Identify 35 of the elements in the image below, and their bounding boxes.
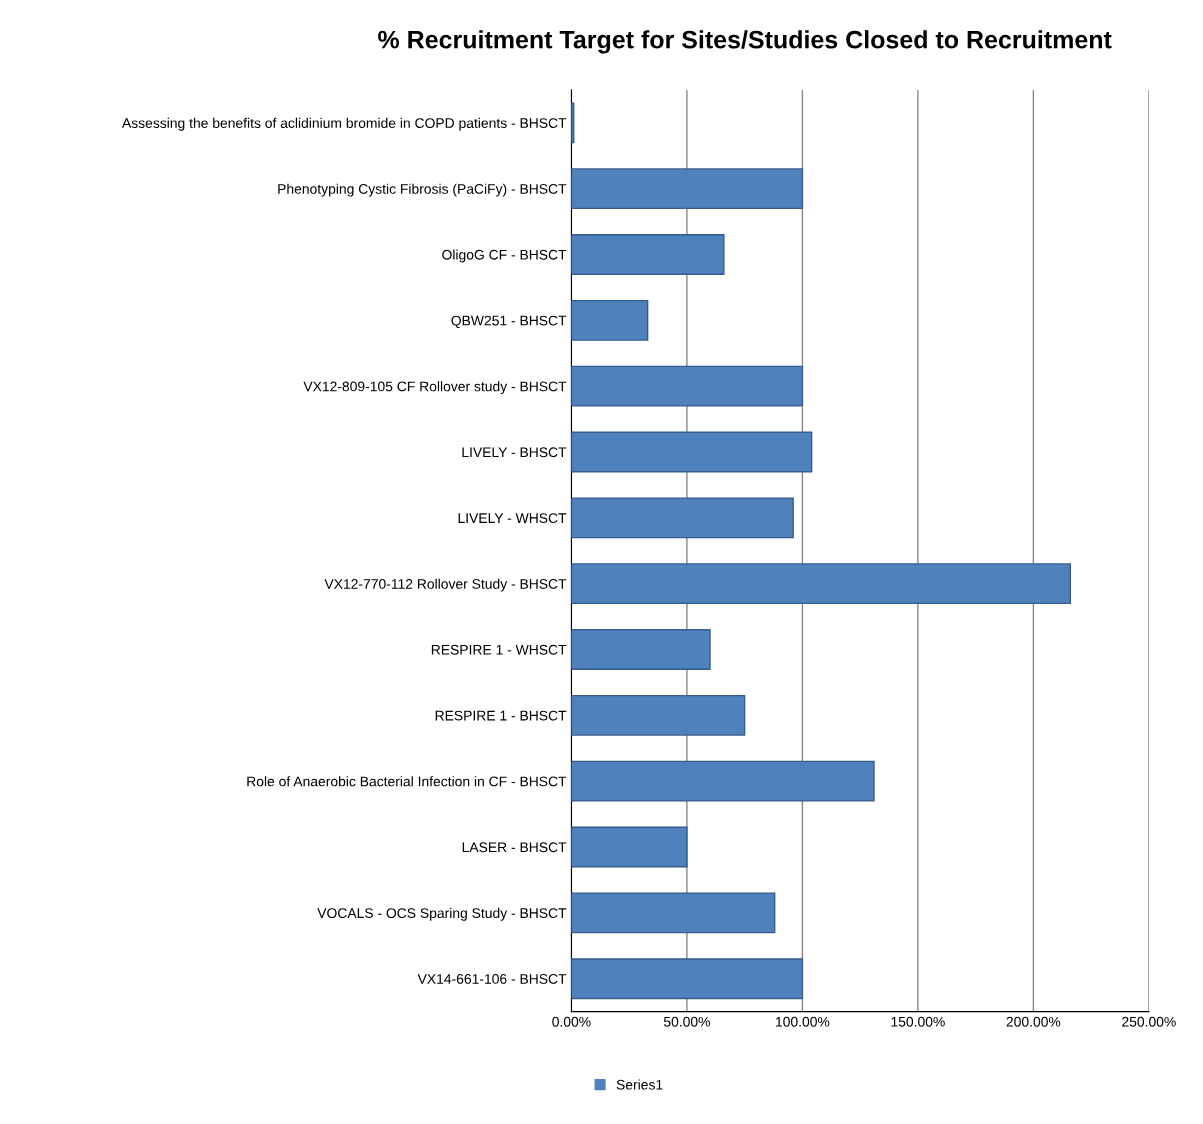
bar (571, 892, 776, 934)
y-tick-label: VOCALS - OCS Sparing Study - BHSCT (317, 907, 567, 921)
chart-title: % Recruitment Target for Sites/Studies Closed to Recruitment (378, 30, 1112, 54)
y-tick-label: LIVELY - BHSCT (462, 447, 567, 458)
y-tick-label: RESPIRE 1 - BHSCT (435, 710, 567, 721)
y-tick-label: Assessing the benefits of aclidinium bromide in COPD patients - BHSCT (121, 117, 567, 131)
bar (571, 760, 875, 802)
y-tick-label: VX12-809-105 CF Rollover study - BHSCT (303, 381, 567, 395)
y-tick-label: OligoG CF - BHSCT (442, 249, 567, 263)
bar (571, 497, 794, 539)
bar (571, 299, 649, 341)
y-tick-label: VX14-661-106 - BHSCT (417, 974, 567, 984)
bar (571, 629, 711, 670)
y-tick-label: VX12-770-112 Rollover Study - BHSCT (324, 578, 567, 592)
x-tick-label: 50.00% (663, 1016, 710, 1027)
bar (571, 958, 804, 1000)
y-tick-label: LIVELY - WHSCT (458, 513, 567, 524)
bar (571, 234, 725, 275)
y-tick-label: Role of Anaerobic Bacterial Infection in CF - BHSCT (247, 776, 567, 787)
bar (571, 826, 688, 868)
y-tick-label: LASER - BHSCT (462, 842, 567, 853)
legend-label: Series1 (616, 1079, 663, 1090)
bar (571, 365, 804, 407)
bar (571, 431, 813, 473)
x-tick-label: 100.00% (776, 1016, 830, 1027)
bar (571, 168, 804, 210)
y-tick-label: Phenotyping Cystic Fibrosis (PaCiFy) - BHSCT (278, 183, 567, 197)
x-tick-label: 200.00% (1006, 1016, 1061, 1027)
x-tick-label: 150.00% (891, 1016, 945, 1027)
bar (571, 694, 746, 736)
y-tick-label: QBW251 - BHSCT (451, 315, 567, 328)
bar (571, 563, 1072, 605)
y-tick-label: RESPIRE 1 - WHSCT (431, 644, 567, 655)
x-tick-label: 250.00% (1122, 1016, 1176, 1027)
x-tick-label: 0.00% (552, 1016, 591, 1027)
